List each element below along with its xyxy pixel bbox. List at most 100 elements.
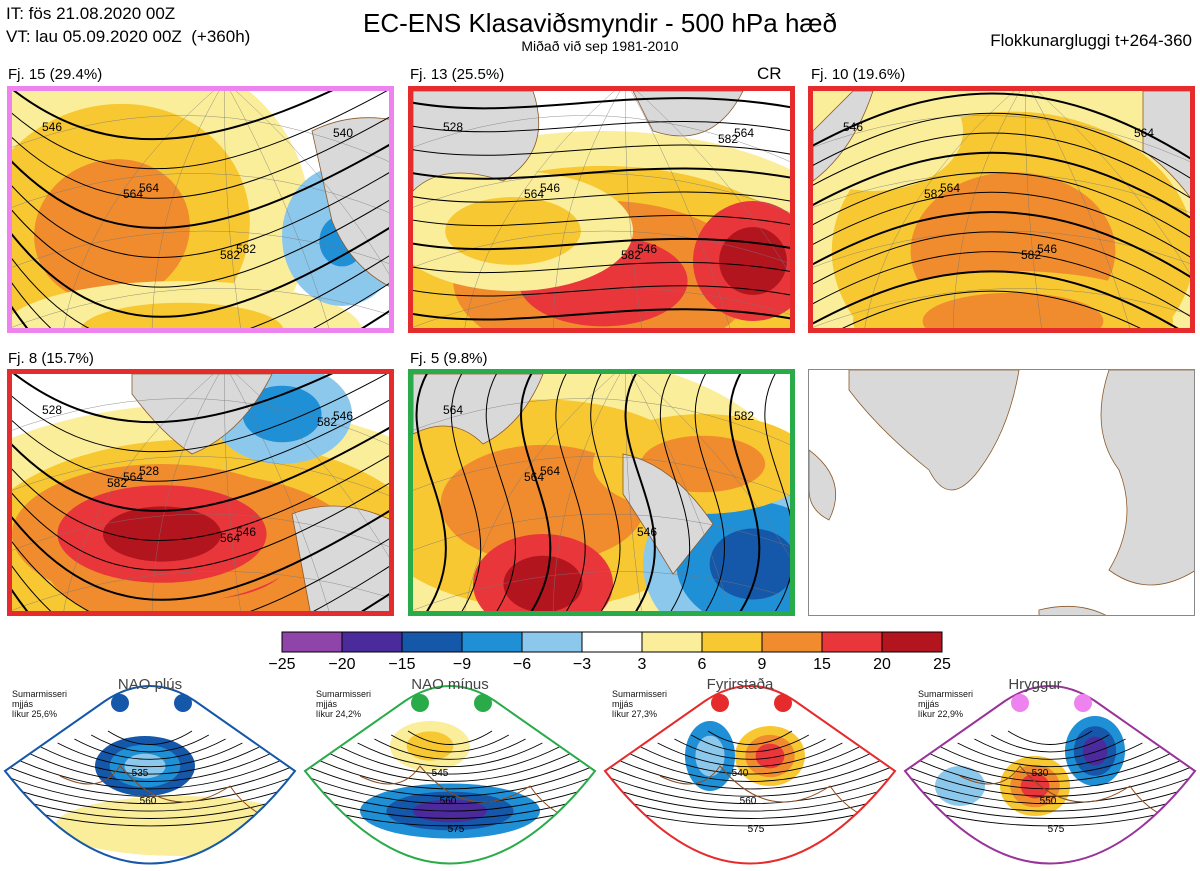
height-contour — [659, 374, 690, 611]
classification-window: Flokkunargluggi t+264-360 — [990, 31, 1192, 50]
panel-cr-label: CR — [757, 64, 782, 83]
cluster-map-3: 546 564 546 564 582 582 — [808, 86, 1195, 333]
regime-name-nao-minus: NAO mínus — [411, 676, 489, 693]
height-contour — [12, 565, 389, 611]
graticule-line — [12, 456, 389, 496]
anomaly-shading — [34, 159, 190, 303]
contour-label: 564 — [940, 181, 960, 195]
height-contour — [450, 374, 481, 611]
colorbar-tick-label: 15 — [813, 656, 831, 673]
contour-label: 546 — [843, 120, 863, 134]
regime-info-line: Sumarmisseri — [918, 689, 974, 699]
land-area — [1100, 370, 1194, 586]
regime-info-nao-plus: Sumarmisseri mjjás líkur 25,6% — [12, 689, 67, 719]
page-subtitle: Miðað við sep 1981-2010 — [521, 38, 679, 54]
panel-label-5: Fj. 5 (9.8%) — [410, 350, 488, 367]
height-contour — [413, 261, 790, 274]
regime-contour-label: 540 — [732, 768, 749, 779]
panel-label-3: Fj. 10 (19.6%) — [811, 66, 906, 83]
anomaly-shading — [242, 385, 322, 443]
contour-label: 582 — [236, 242, 256, 256]
height-contour — [813, 191, 1190, 258]
regime-info-line: líkur 22,9% — [918, 709, 964, 719]
graticule-line — [636, 374, 790, 558]
height-contour — [813, 92, 1190, 160]
height-contour — [813, 251, 1190, 317]
cluster-map-2: 528 546 546 564 564 582 582 — [408, 86, 795, 333]
cluster-map-5: 564 564 546 582 564 — [408, 369, 795, 616]
height-contour — [413, 121, 790, 133]
graticule-line — [151, 374, 220, 611]
regime-fan-border — [603, 685, 897, 865]
regime-nao-minus: 545 560 575 — [303, 685, 597, 865]
land-area — [131, 374, 273, 455]
regime-contour — [40, 746, 260, 775]
regime-contour — [305, 770, 595, 819]
regime-contour — [305, 762, 595, 805]
regime-contour — [5, 762, 295, 805]
height-contour — [12, 116, 389, 199]
regime-coastline — [659, 765, 891, 827]
height-contour — [12, 455, 389, 541]
regime-contour — [1007, 730, 1093, 745]
contour-label: 582 — [924, 187, 944, 201]
height-contour — [590, 374, 621, 611]
regime-contour — [905, 774, 1195, 827]
height-contour — [12, 509, 389, 601]
contour-label: 582 — [317, 415, 337, 429]
land-area — [413, 91, 540, 192]
colorbar-bin — [761, 631, 823, 653]
contour-label: 564 — [139, 181, 159, 195]
regime-fan-border — [3, 685, 297, 865]
regime-contour-label: 575 — [1048, 824, 1065, 835]
height-contour — [12, 226, 389, 318]
regime-contour — [607, 754, 893, 790]
height-contour — [415, 374, 447, 611]
land-area — [622, 453, 714, 575]
graticule-line — [625, 91, 642, 328]
height-contour — [12, 482, 389, 571]
contour-label: 528 — [42, 403, 62, 417]
regime-info-line: mjjás — [316, 699, 338, 709]
regime-info-line: líkur 24,2% — [316, 709, 362, 719]
contour-label: 564 — [524, 470, 544, 484]
regime-contour — [990, 734, 1110, 753]
graticule-line — [552, 374, 621, 611]
height-contour — [413, 167, 790, 180]
colorbar-bin — [821, 631, 883, 653]
regime-contour-label: 560 — [140, 796, 157, 807]
regime-contour — [605, 770, 895, 819]
graticule-line — [552, 91, 621, 328]
regime-contour — [923, 750, 1177, 782]
graticule-line — [813, 288, 1190, 328]
issue-time: IT: fös 21.08.2020 00Z — [6, 4, 176, 23]
graticule-line — [1025, 91, 1042, 328]
regime-contour — [707, 730, 793, 745]
regime-info-line: Sumarmisseri — [612, 689, 668, 699]
regime-contour — [374, 738, 526, 760]
regime-contour — [605, 774, 895, 827]
regime-marker-right — [474, 694, 492, 712]
colorbar-bin — [341, 631, 403, 653]
regime-contour — [974, 738, 1126, 760]
anomaly-shading — [922, 292, 1104, 328]
height-contour — [413, 237, 790, 251]
colorbar-bin — [701, 631, 763, 653]
regime-anomaly — [1020, 773, 1050, 799]
colorbar-bin — [581, 631, 643, 653]
graticule-line — [63, 374, 214, 611]
cluster-map-4: 528 528 546 546 564 564 582 582 — [7, 369, 394, 616]
empty-map-panel — [808, 369, 1195, 616]
regime-name-blocking: Fyrirstaða — [706, 676, 774, 693]
graticule-line — [12, 173, 389, 213]
height-contour — [12, 426, 389, 512]
colorbar-tick-label: −6 — [512, 656, 532, 673]
graticule-line — [230, 91, 330, 328]
regime-contour-label: 550 — [1040, 796, 1057, 807]
regime-marker-right — [1074, 694, 1092, 712]
regime-info-line: Sumarmisseri — [316, 689, 372, 699]
graticule-line — [230, 374, 330, 611]
height-contour — [12, 143, 389, 229]
graticule-line — [12, 398, 389, 445]
valid-time: VT: lau 05.09.2020 00Z (+360h) — [6, 27, 251, 46]
